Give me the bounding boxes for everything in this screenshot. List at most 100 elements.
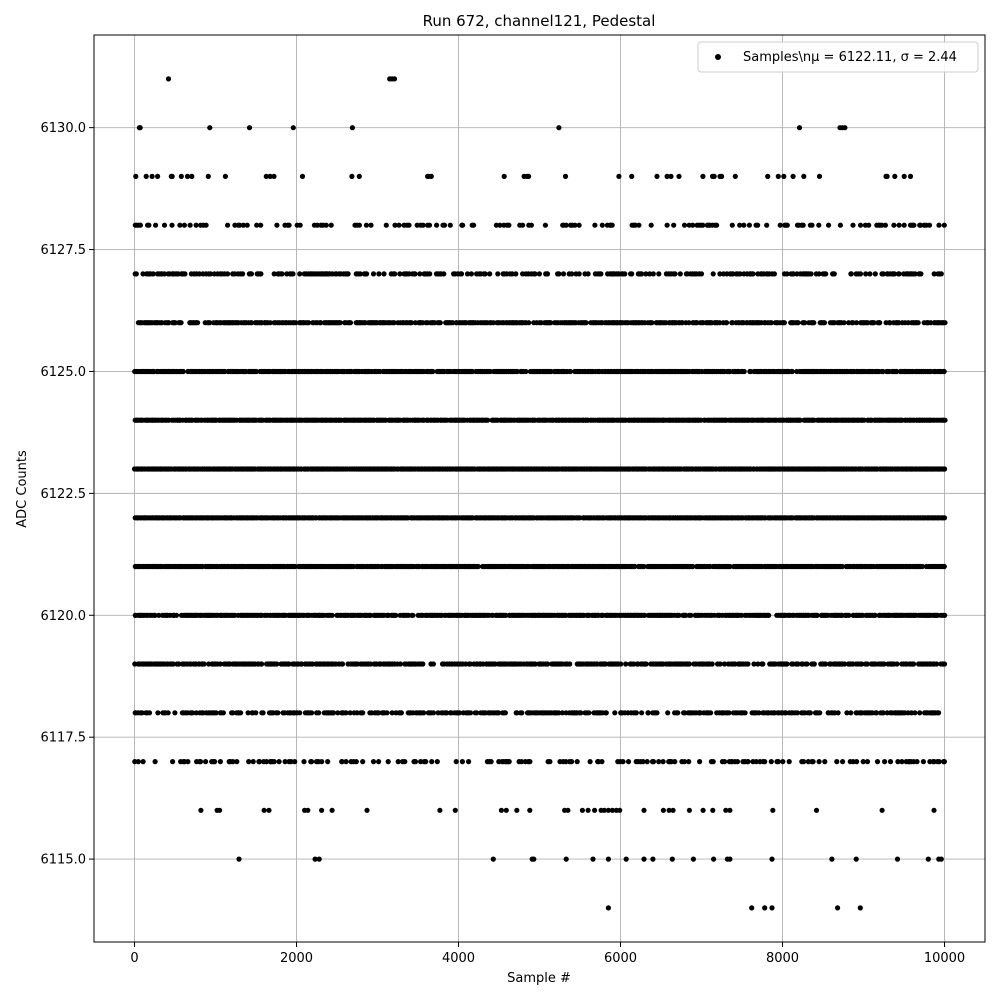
data-point <box>421 710 427 716</box>
data-point <box>297 710 303 716</box>
data-point <box>250 759 256 765</box>
data-point <box>282 759 288 765</box>
data-point <box>650 759 657 765</box>
data-point <box>286 661 292 667</box>
data-point <box>173 612 180 618</box>
data-point <box>919 563 925 570</box>
data-point <box>672 759 678 765</box>
data-point <box>263 759 270 765</box>
data-point <box>165 710 171 716</box>
data-point <box>360 710 366 716</box>
data-point <box>721 661 728 667</box>
data-point <box>195 320 201 326</box>
data-point <box>172 710 178 716</box>
data-point <box>745 661 751 667</box>
data-point <box>840 759 846 765</box>
data-point <box>309 710 315 716</box>
data-point <box>456 710 462 716</box>
data-point <box>574 759 580 765</box>
data-point <box>384 710 390 716</box>
data-point <box>936 710 942 716</box>
data-point <box>934 661 940 667</box>
data-point <box>347 320 354 326</box>
data-point <box>343 759 349 765</box>
data-point <box>156 612 162 618</box>
data-point <box>717 661 723 667</box>
data-point <box>301 759 307 765</box>
data-point <box>238 710 244 716</box>
data-point <box>727 563 733 570</box>
data-point <box>814 612 820 618</box>
data-point <box>822 661 829 667</box>
data-point <box>920 759 927 765</box>
data-point <box>620 759 626 765</box>
data-point <box>370 759 377 765</box>
data-point <box>354 710 360 716</box>
chart-title: Run 672, channel121, Pedestal <box>423 12 656 30</box>
data-point <box>844 710 850 716</box>
data-point <box>506 759 512 765</box>
data-point <box>583 320 589 326</box>
data-point <box>811 661 817 667</box>
data-point <box>220 710 226 716</box>
data-point <box>681 759 688 765</box>
data-point <box>880 710 886 716</box>
data-point <box>864 759 871 765</box>
data-point <box>742 710 748 716</box>
data-point <box>741 368 747 375</box>
data-point <box>437 320 443 326</box>
data-point <box>861 417 867 423</box>
data-point <box>660 759 666 765</box>
data-point <box>804 661 810 667</box>
data-point <box>881 661 887 667</box>
data-point <box>760 661 766 667</box>
data-point <box>854 759 860 765</box>
data-point <box>911 661 917 667</box>
data-point <box>676 612 682 618</box>
data-point <box>485 417 491 423</box>
data-point <box>475 563 481 570</box>
data-point <box>623 661 629 667</box>
data-point <box>941 661 948 667</box>
data-point <box>942 612 948 618</box>
data-point <box>864 661 870 667</box>
data-point <box>178 320 184 326</box>
data-point <box>197 759 204 765</box>
data-point <box>807 710 814 716</box>
data-point <box>412 759 419 765</box>
data-point <box>274 661 280 667</box>
data-point <box>514 710 520 716</box>
data-point <box>612 710 618 716</box>
data-point <box>873 710 880 716</box>
data-point <box>834 759 840 765</box>
data-point <box>644 759 650 765</box>
data-point <box>768 759 774 765</box>
data-point <box>762 759 768 765</box>
data-point <box>523 368 529 375</box>
data-point <box>434 759 440 765</box>
data-point <box>755 661 761 667</box>
data-point <box>640 759 646 765</box>
data-point <box>894 661 900 667</box>
data-point <box>786 759 792 765</box>
data-point <box>488 759 494 765</box>
data-point <box>775 759 781 765</box>
data-point <box>180 368 186 375</box>
data-point <box>816 759 822 765</box>
data-point <box>794 710 801 716</box>
data-point <box>726 710 732 716</box>
data-point <box>402 759 408 765</box>
data-point <box>632 563 638 570</box>
data-point <box>805 759 811 765</box>
data-point <box>410 612 416 618</box>
data-point <box>260 710 266 716</box>
data-point <box>914 759 920 765</box>
data-point <box>859 661 865 667</box>
data-point <box>766 612 772 618</box>
data-point <box>339 661 346 667</box>
data-point <box>234 759 240 765</box>
data-point <box>756 710 762 716</box>
data-points <box>131 76 948 911</box>
data-point <box>789 368 795 375</box>
data-point <box>690 563 696 570</box>
